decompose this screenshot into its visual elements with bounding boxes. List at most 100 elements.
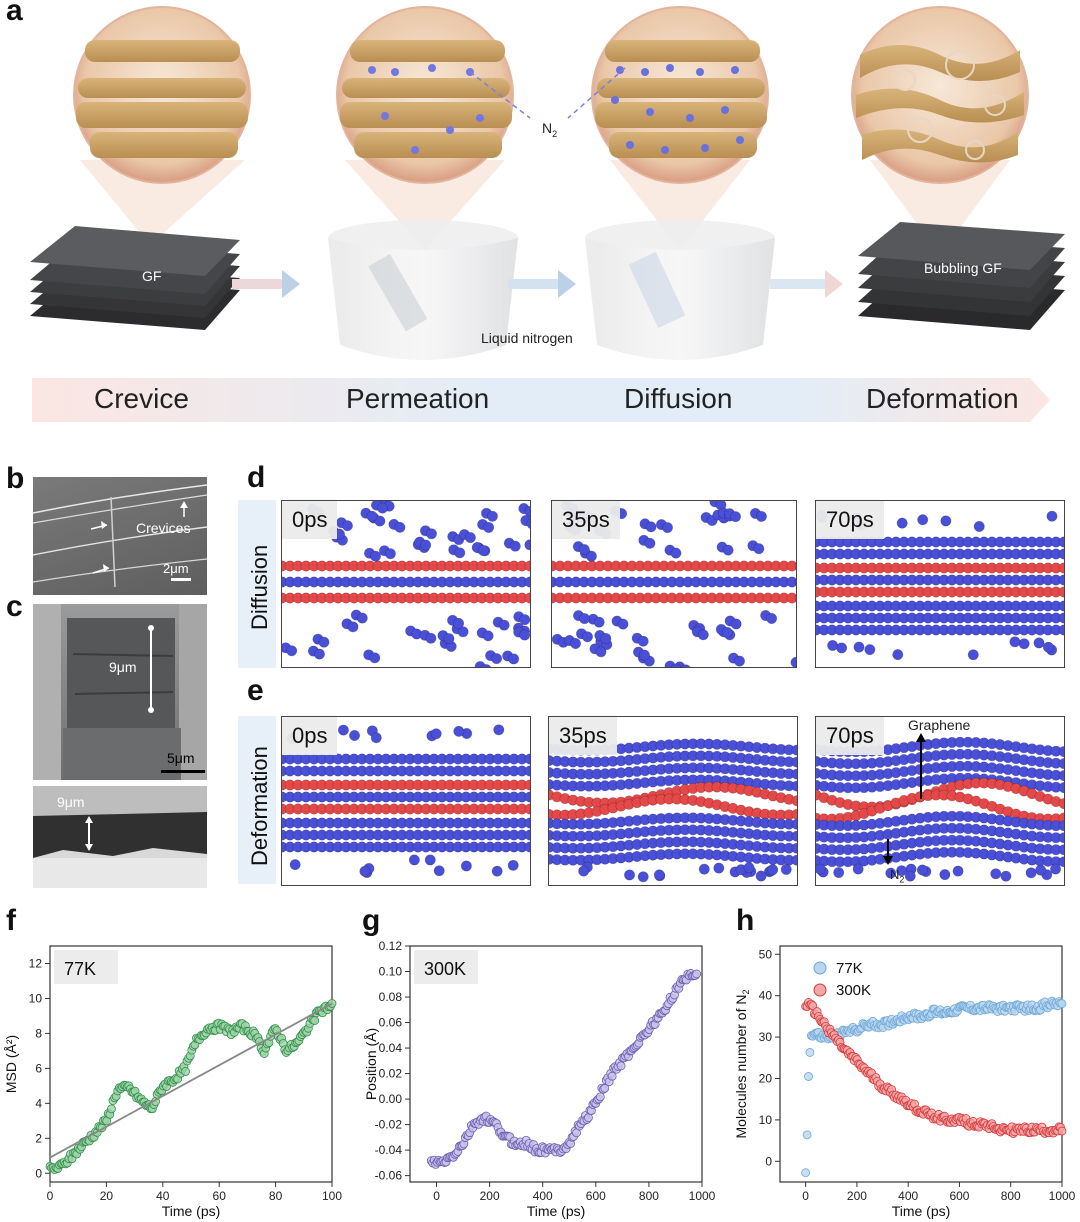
n2-arrows	[469, 67, 626, 119]
n2-atom	[1042, 641, 1054, 653]
y-tick-label: 20	[759, 1071, 773, 1085]
n2-atom	[661, 522, 673, 534]
graphene-atom	[1058, 562, 1064, 574]
time-label: 35ps	[552, 501, 620, 539]
x-tick-label: 600	[949, 1189, 969, 1203]
n2-atom	[624, 869, 636, 881]
x-tick-label: 800	[639, 1189, 659, 1203]
x-tick-label: 0	[802, 1189, 809, 1203]
n2-atom	[791, 768, 797, 780]
n2-atom	[755, 870, 767, 882]
x-tick-label: 400	[898, 1189, 918, 1203]
panel-letter-g: g	[362, 904, 381, 937]
flow-arrows	[232, 270, 843, 298]
temperature-label: 300K	[424, 959, 466, 979]
n2-atom	[424, 854, 436, 866]
n2-atom	[579, 613, 591, 625]
md-deformation-70ps: 70ps Graphene N2	[815, 716, 1065, 886]
md-deformation-0ps: 0ps	[281, 716, 531, 886]
n2-atom	[491, 653, 503, 665]
y-tick-label: 0.06	[379, 1016, 403, 1030]
graphene-atom	[1058, 586, 1064, 598]
n2-atom	[940, 515, 952, 527]
chart-h-molecules: 0 200 400 600 800 1000 0 10 20 30 40 50 Time (ps) Mol…	[733, 945, 1076, 1219]
graphene-atom	[524, 803, 530, 815]
x-tick-label: 0	[433, 1189, 440, 1203]
n2-atom	[524, 791, 530, 803]
stage-permeation: Permeation	[346, 383, 490, 414]
n2-atom	[524, 841, 530, 853]
graphene-atom	[786, 560, 796, 572]
n2-atom	[366, 510, 378, 522]
diffusion-side-label: Diffusion	[247, 544, 272, 630]
y-tick-label: -0.04	[375, 1143, 403, 1157]
n2-atom	[1058, 782, 1064, 794]
n2-atom	[578, 544, 590, 556]
n2-atom	[790, 656, 796, 667]
n2-atom	[973, 520, 985, 532]
n2-atom	[743, 862, 755, 874]
n2-atom	[1058, 758, 1064, 770]
md-diffusion-0ps: 0ps	[281, 500, 531, 668]
n2-atom	[477, 544, 489, 556]
y-tick-label: 4	[35, 1096, 42, 1110]
x-axis-label: Time (ps)	[527, 1203, 586, 1219]
n2-atom	[483, 521, 495, 533]
n2-atom	[1058, 536, 1064, 548]
y-tick-label: 8	[35, 1026, 42, 1040]
n2-atom	[755, 510, 767, 522]
legend-marker	[813, 961, 827, 975]
sphere-diffusion	[591, 6, 769, 184]
y-tick-label: 0	[765, 1154, 772, 1168]
md-atoms	[282, 724, 530, 878]
data-point	[607, 1071, 617, 1081]
n2-atom	[896, 865, 908, 877]
y-tick-label: 10	[29, 991, 43, 1005]
n2-atom	[425, 528, 437, 540]
n2-atom	[498, 619, 510, 631]
graphene-atom	[524, 592, 530, 604]
x-tick-label: 40	[156, 1189, 170, 1203]
graphene-atom	[524, 560, 530, 572]
legend-label: 300K	[836, 982, 871, 999]
y-tick-label: 6	[35, 1061, 42, 1075]
data-point	[1057, 999, 1067, 1009]
n2-atom	[1025, 867, 1037, 879]
graphene-atom	[1058, 798, 1064, 810]
temperature-badge	[414, 950, 478, 984]
y-tick-label: 0.04	[379, 1041, 403, 1055]
x-tick-label: 200	[847, 1189, 867, 1203]
graphene-label: Graphene	[908, 717, 971, 733]
n2-atom	[1050, 863, 1062, 875]
x-axis-label: Time (ps)	[162, 1203, 221, 1219]
y-tick-label: 40	[759, 989, 773, 1003]
n2-atom	[481, 664, 492, 667]
y-tick-label: 0.08	[379, 990, 403, 1004]
n2-atom	[430, 728, 442, 740]
sphere-deformation	[851, 6, 1029, 184]
panel-letter-b: b	[6, 462, 25, 495]
y-tick-label: 12	[29, 956, 43, 970]
height-9um-top: 9μm	[109, 659, 137, 675]
n2-atom	[453, 725, 465, 737]
n2-atom	[885, 867, 897, 879]
n2-atom	[509, 540, 521, 552]
n2-atom	[491, 865, 503, 877]
n2-atom	[637, 635, 649, 647]
legend-marker	[813, 983, 827, 997]
x-axis-label: Time (ps)	[892, 1203, 951, 1219]
panel-a-illustration	[30, 6, 1065, 422]
n2-atom	[443, 633, 455, 645]
y-tick-label: 2	[35, 1131, 42, 1145]
n2-atom	[524, 817, 530, 829]
n2-atom	[370, 732, 382, 744]
scale-5um: 5μm	[167, 750, 195, 766]
y-tick-label: -0.02	[375, 1118, 403, 1132]
time-label: 0ps	[282, 717, 338, 755]
n2-atom	[453, 617, 465, 629]
n2-atom	[836, 642, 848, 654]
panel-letter-c: c	[6, 590, 23, 623]
data-point	[805, 1048, 815, 1057]
n2-atom	[425, 632, 437, 644]
n2-atom	[454, 547, 466, 559]
